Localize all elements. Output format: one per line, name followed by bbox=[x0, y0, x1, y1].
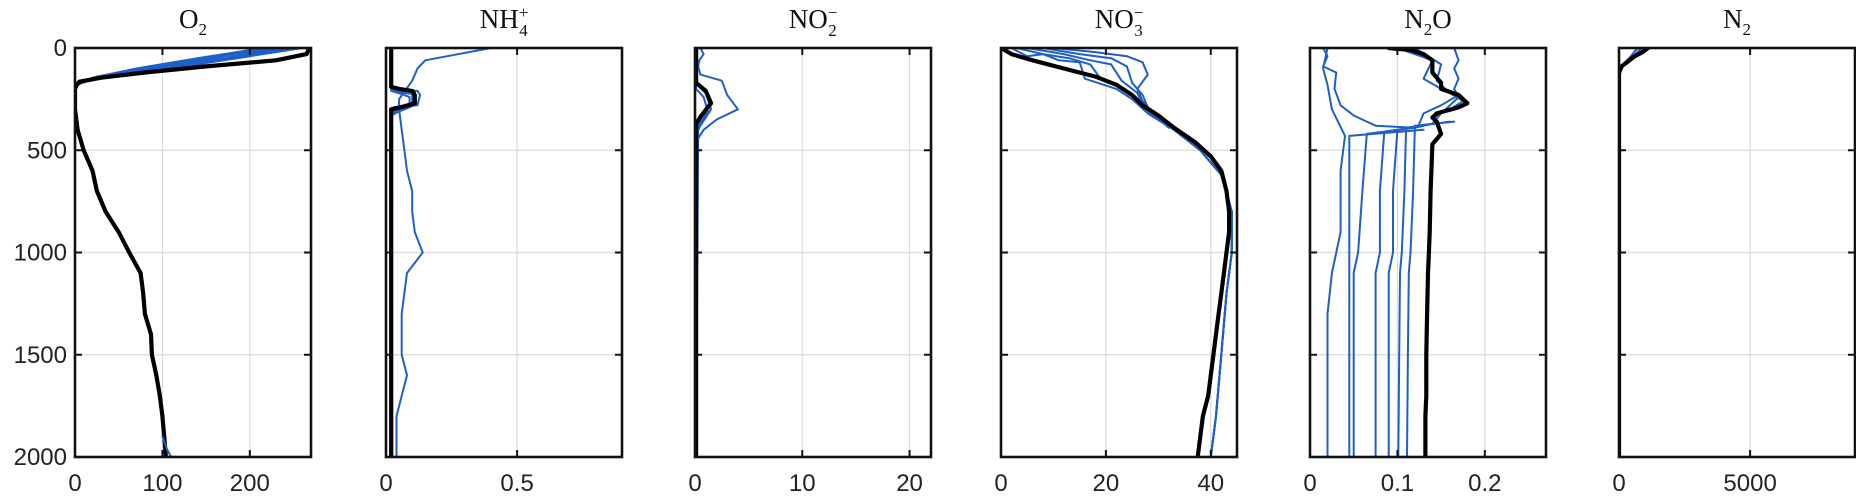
panel-5-xtick-label-0: 0 bbox=[1303, 470, 1316, 494]
panel-3-xtick-label-1: 10 bbox=[789, 470, 816, 494]
panel-4-title-main: NO bbox=[1095, 4, 1134, 34]
panel-3-xtick-label-2: 20 bbox=[896, 470, 923, 494]
panel-5-xtick-label-1: 0.1 bbox=[1381, 470, 1414, 494]
panel-3-title-main: NO bbox=[789, 4, 828, 34]
panel-5-xtick-label-2: 0.2 bbox=[1468, 470, 1501, 494]
panel-4-title: NO− 3 bbox=[1095, 3, 1144, 40]
panel-1-xtick-label-2: 200 bbox=[230, 470, 270, 494]
panel-1-series-8-blue-line bbox=[161, 435, 173, 457]
panel-5-title-main: N bbox=[1404, 4, 1424, 34]
panel-4-xtick-label-2: 40 bbox=[1197, 470, 1224, 494]
panel-5-series-4-blue-line bbox=[1352, 126, 1416, 457]
panel-4-series-7-black-line bbox=[1001, 48, 1232, 457]
panel-1-title-main: O bbox=[179, 4, 199, 34]
panel-6-xtick-label-0: 0 bbox=[1612, 470, 1625, 494]
panel-1-ytick-label-0: 0 bbox=[54, 35, 67, 62]
panel-2-series-5-blue-line bbox=[395, 48, 492, 457]
panel-6-title-sub: 2 bbox=[1743, 20, 1752, 39]
panel-5-series-8-blue-line bbox=[1406, 120, 1456, 457]
panel-5-series-7-blue-line bbox=[1397, 120, 1451, 457]
panel-2-series-6-black-line bbox=[389, 48, 417, 457]
panel-3-series-1-blue-line bbox=[695, 48, 739, 457]
panel-6-title-main: N bbox=[1723, 4, 1743, 34]
panel-2-title-sub: 4 bbox=[519, 21, 528, 40]
panel-5-series-5-blue-line bbox=[1374, 124, 1425, 457]
panel-4-xtick-label-0: 0 bbox=[994, 470, 1007, 494]
panel-6-title: N2 bbox=[1723, 4, 1751, 39]
panel-5-series-6-blue-line bbox=[1387, 122, 1434, 457]
panel-4-series-6-blue-line bbox=[1136, 87, 1233, 457]
panel-1-ytick-label-1: 500 bbox=[27, 137, 67, 164]
panel-2-title-main: NH bbox=[480, 4, 519, 34]
panel-4-title-sup: − bbox=[1134, 3, 1144, 22]
panel-1-ytick-label-3: 1500 bbox=[14, 342, 67, 369]
panel-3-title-sup: − bbox=[828, 3, 838, 22]
panel-3-xtick-label-0: 0 bbox=[688, 470, 701, 494]
panel-1-series-7-black-line bbox=[75, 48, 311, 457]
panel-3-title: NO− 2 bbox=[789, 3, 838, 40]
panel-5-series-11-black-line bbox=[1386, 48, 1470, 457]
panel-3-title-sub: 2 bbox=[828, 21, 837, 40]
panel-1-ytick-label-2: 1000 bbox=[14, 240, 67, 267]
panel-1-xtick-label-0: 0 bbox=[68, 470, 81, 494]
panel-4-title-sub: 3 bbox=[1134, 21, 1143, 40]
panel-2-xtick-label-0: 0 bbox=[379, 470, 392, 494]
panel-5-series-3-blue-line bbox=[1348, 128, 1425, 457]
panel-2-xtick-label-1: 0.5 bbox=[500, 470, 533, 494]
panel-6-xtick-label-1: 5000 bbox=[1723, 470, 1776, 494]
panel-1-ytick-label-4: 2000 bbox=[14, 444, 67, 471]
panel-1-title-sub: 2 bbox=[199, 20, 208, 39]
panel-1-xtick-label-1: 100 bbox=[142, 470, 182, 494]
panel-1-title: O2 bbox=[179, 4, 207, 39]
panel-5-title-sub: 2 bbox=[1424, 20, 1433, 39]
panel-2-title: NH+ 4 bbox=[480, 3, 529, 40]
panel-5-title: N2O bbox=[1404, 4, 1452, 39]
panel-2-title-sup: + bbox=[519, 3, 529, 22]
panel-5-title-tail: O bbox=[1432, 4, 1452, 34]
panel-4-xtick-label-1: 20 bbox=[1093, 470, 1120, 494]
panel-5-series-2-blue-line bbox=[1322, 48, 1346, 457]
